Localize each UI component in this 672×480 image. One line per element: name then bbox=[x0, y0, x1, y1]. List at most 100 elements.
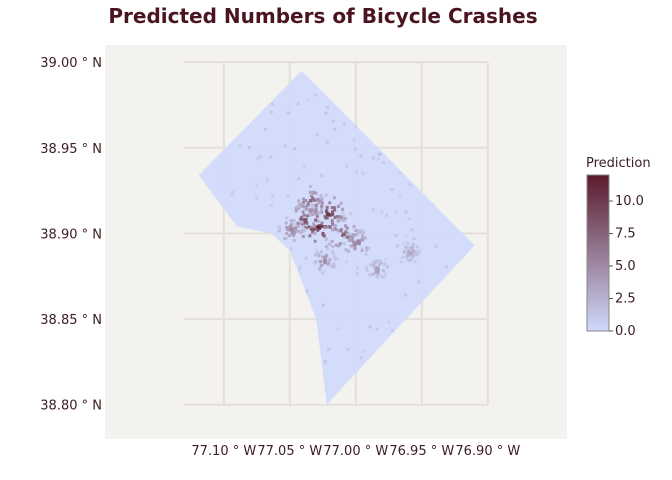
hotspot-cell bbox=[341, 218, 345, 222]
hotspot-cell bbox=[321, 232, 325, 236]
hotspot-cell bbox=[321, 225, 325, 229]
hotspot-cell bbox=[316, 225, 320, 229]
prediction-cell bbox=[304, 256, 308, 260]
hotspot-cell bbox=[349, 244, 353, 248]
prediction-cell bbox=[352, 138, 356, 142]
prediction-cell bbox=[315, 133, 319, 137]
prediction-cell bbox=[342, 122, 346, 126]
x-tick-label: 77.00 ° W bbox=[323, 444, 388, 459]
prediction-cell bbox=[271, 194, 275, 198]
hotspot-cell bbox=[364, 252, 368, 256]
hotspot-cell bbox=[304, 207, 308, 211]
hotspot-cell bbox=[304, 199, 308, 202]
hotspot-cell bbox=[310, 212, 314, 216]
hotspot-cell bbox=[297, 224, 300, 228]
prediction-cell bbox=[345, 164, 349, 168]
hotspot-cell bbox=[292, 231, 296, 235]
hotspot-cell bbox=[324, 245, 328, 249]
hotspot-cell bbox=[409, 246, 413, 250]
hotspot-cell bbox=[345, 226, 349, 230]
prediction-cell bbox=[410, 228, 414, 232]
hotspot-cell bbox=[337, 218, 341, 222]
hotspot-cell bbox=[368, 273, 372, 277]
hotspot-cell bbox=[323, 259, 326, 263]
hotspot-cell bbox=[319, 250, 323, 254]
hotspot-cell bbox=[311, 222, 315, 226]
hotspot-cell bbox=[315, 251, 319, 255]
hotspot-cell bbox=[310, 207, 314, 211]
hotspot-cell bbox=[312, 198, 316, 202]
hotspot-cell bbox=[408, 251, 412, 254]
hotspot-cell bbox=[369, 263, 373, 267]
prediction-cell bbox=[375, 327, 379, 331]
prediction-cell bbox=[359, 154, 363, 158]
hotspot-cell bbox=[314, 253, 317, 257]
hotspot-cell bbox=[365, 248, 369, 252]
hotspot-cell bbox=[317, 253, 321, 257]
hotspot-cell bbox=[290, 231, 294, 235]
prediction-cell bbox=[269, 155, 273, 159]
hotspot-cell bbox=[413, 259, 417, 263]
hotspot-cell bbox=[298, 202, 302, 206]
colorbar-tick-label: 0.0 bbox=[615, 324, 636, 339]
hotspot-cell bbox=[343, 224, 347, 228]
prediction-cell bbox=[346, 348, 350, 351]
hotspot-cell bbox=[382, 275, 386, 279]
hotspot-cell bbox=[414, 250, 417, 254]
hotspot bbox=[401, 241, 421, 263]
prediction-cell bbox=[385, 214, 389, 218]
prediction-cell bbox=[255, 196, 259, 200]
hotspot-cell bbox=[303, 228, 307, 232]
hotspot-cell bbox=[343, 216, 347, 220]
hotspot-cell bbox=[292, 234, 295, 237]
prediction-cell bbox=[264, 128, 268, 131]
hotspot-cell bbox=[331, 228, 335, 232]
hotspot-cell bbox=[327, 261, 331, 265]
hotspot-cell bbox=[328, 201, 332, 205]
hotspot-cell bbox=[294, 209, 298, 213]
hotspot-cell bbox=[303, 205, 307, 209]
hotspot-cell bbox=[366, 247, 370, 250]
hotspot-cell bbox=[333, 224, 337, 228]
hotspot-cell bbox=[408, 258, 412, 262]
hotspot-cell bbox=[314, 208, 318, 212]
hotspot-cell bbox=[352, 240, 356, 244]
hotspot-cell bbox=[312, 210, 315, 214]
hotspot-cell bbox=[289, 219, 293, 223]
prediction-cell bbox=[277, 225, 281, 229]
hotspot-cell bbox=[403, 245, 407, 249]
hotspot-cell bbox=[365, 265, 368, 269]
hotspot-cell bbox=[299, 204, 303, 208]
hotspot-cell bbox=[411, 244, 415, 248]
hotspot-cell bbox=[326, 212, 330, 216]
prediction-cell bbox=[271, 102, 274, 106]
hotspot-cell bbox=[302, 197, 306, 201]
prediction-cell bbox=[247, 146, 251, 149]
prediction-cell bbox=[345, 260, 349, 264]
hotspot-cell bbox=[335, 215, 339, 219]
hotspot-cell bbox=[285, 216, 289, 220]
hotspot-cell bbox=[333, 215, 337, 219]
prediction-cell bbox=[398, 195, 402, 199]
hotspot-cell bbox=[325, 237, 329, 241]
hotspot-cell bbox=[286, 228, 290, 231]
hotspot-cell bbox=[375, 259, 379, 263]
hotspot-cell bbox=[405, 241, 409, 245]
hotspot-cell bbox=[331, 245, 335, 249]
hotspot-cell bbox=[314, 218, 318, 222]
hotspot-cell bbox=[348, 238, 352, 242]
chart-title: Predicted Numbers of Bicycle Crashes bbox=[108, 4, 537, 28]
hotspot-cell bbox=[289, 225, 292, 229]
hotspot-cell bbox=[326, 247, 330, 251]
hotspot-cell bbox=[328, 242, 332, 246]
prediction-cell bbox=[412, 237, 416, 241]
hotspot-cell bbox=[349, 236, 353, 240]
hotspot-cell bbox=[369, 272, 373, 276]
prediction-cell bbox=[336, 230, 340, 234]
hotspot-cell bbox=[360, 228, 364, 232]
hotspot-cell bbox=[410, 251, 414, 255]
hotspot-cell bbox=[315, 203, 319, 207]
prediction-cell bbox=[390, 187, 394, 191]
hotspot-cell bbox=[361, 233, 364, 237]
hotspot-cell bbox=[340, 233, 344, 237]
